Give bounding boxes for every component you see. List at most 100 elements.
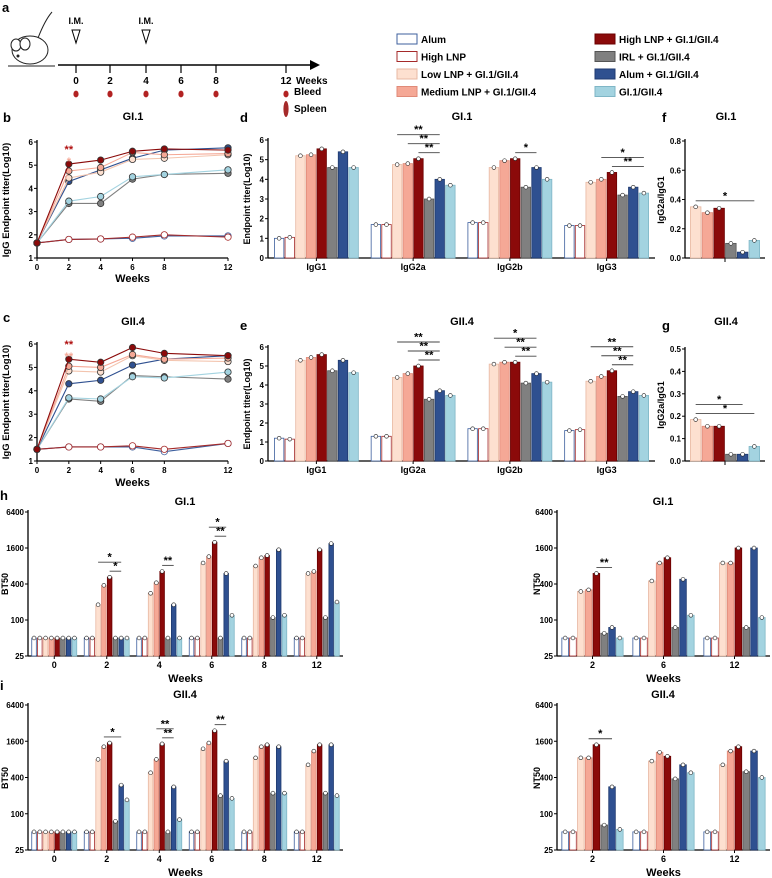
data-point: [641, 190, 647, 196]
bar: [742, 627, 750, 657]
bar: [170, 604, 177, 657]
y-tick-label: 100: [540, 810, 554, 819]
data-point: [97, 358, 105, 366]
y-tick-label: 6400: [6, 508, 24, 517]
data-point: [470, 220, 475, 225]
y-tick-label: 0.1: [670, 435, 682, 444]
x-tick-label: 12: [224, 466, 233, 475]
data-point: [680, 762, 686, 768]
bar: [95, 604, 101, 657]
bar: [596, 178, 607, 259]
bar: [316, 744, 323, 851]
data-point: [95, 757, 101, 762]
x-category-label: 12: [729, 854, 739, 864]
data-point: [759, 615, 765, 620]
bar: [229, 797, 235, 851]
bar: [596, 376, 607, 462]
y-tick-label: 0.2: [670, 412, 682, 421]
y-tick-label: 100: [540, 616, 554, 625]
data-point: [704, 829, 710, 835]
data-point: [101, 583, 107, 588]
legend-label: Alum: [421, 35, 446, 46]
bar: [531, 167, 542, 259]
bar: [413, 365, 424, 462]
data-point: [759, 775, 765, 780]
data-point: [136, 829, 142, 835]
data-point: [276, 547, 281, 552]
bar: [434, 390, 445, 462]
data-point: [218, 793, 223, 798]
data-point: [620, 394, 625, 399]
data-point: [195, 635, 200, 641]
x-category-label: 12: [729, 660, 739, 670]
bar: [370, 435, 381, 462]
data-point: [657, 560, 662, 566]
y-axis-label: BT50: [0, 767, 10, 789]
y-tick-label: 0.5: [670, 345, 682, 354]
data-point: [200, 746, 206, 751]
data-point: [481, 220, 486, 225]
bar: [402, 373, 413, 462]
im-injection-label: I.M.: [139, 16, 154, 26]
y-axis-label: Endpoint titer(Log10): [242, 359, 252, 450]
x-category-label: 12: [312, 660, 322, 670]
x-category-label: 2: [104, 854, 109, 864]
bar: [655, 751, 664, 851]
legend-label: High LNP + GI.1/GII.4: [619, 35, 719, 46]
bar: [445, 395, 456, 462]
data-point: [448, 183, 453, 188]
bar: [687, 772, 695, 851]
bar: [510, 158, 521, 259]
bar: [252, 565, 259, 657]
data-point: [298, 358, 303, 363]
x-category-label: IgG2b: [497, 262, 523, 272]
x-category-label: IgG1: [306, 465, 326, 475]
data-point: [128, 361, 137, 369]
y-tick-label: 1: [260, 234, 265, 243]
bar: [734, 746, 743, 851]
bar: [217, 637, 224, 657]
significance-stars: **: [522, 346, 531, 358]
y-tick-label: 2: [260, 419, 265, 428]
data-point: [49, 635, 54, 641]
bar: [574, 429, 586, 462]
data-point: [270, 615, 276, 620]
bar: [188, 637, 195, 657]
y-axis-label: BT50: [0, 573, 10, 595]
bar: [617, 395, 628, 462]
bar: [499, 361, 510, 462]
data-point: [65, 235, 73, 244]
data-point: [264, 742, 270, 747]
bar: [316, 549, 323, 657]
bar: [89, 637, 96, 657]
data-point: [65, 443, 73, 451]
legend-swatch: [594, 68, 616, 80]
data-point: [224, 439, 232, 448]
data-point: [609, 625, 615, 630]
data-point: [142, 635, 148, 641]
data-point: [160, 170, 168, 179]
spleen-label: Spleen: [294, 104, 327, 115]
bar: [679, 764, 687, 851]
data-point: [107, 574, 112, 580]
data-point: [118, 782, 124, 788]
bar: [241, 637, 247, 657]
legend-label: GI.1/GII.4: [619, 88, 663, 99]
data-point: [72, 635, 77, 641]
bar: [153, 582, 160, 657]
bar: [577, 591, 585, 657]
bar: [118, 637, 124, 657]
significance-stars: *: [620, 147, 625, 159]
x-axis-label: Weeks: [168, 673, 203, 685]
bar: [258, 746, 265, 851]
data-point: [65, 380, 73, 388]
bar: [37, 831, 43, 851]
data-point: [599, 177, 604, 182]
bar: [194, 831, 200, 851]
data-point: [716, 206, 722, 211]
data-point: [673, 776, 678, 782]
bar: [478, 222, 489, 259]
bar: [348, 372, 359, 462]
data-point: [416, 363, 421, 369]
bar: [726, 750, 735, 851]
